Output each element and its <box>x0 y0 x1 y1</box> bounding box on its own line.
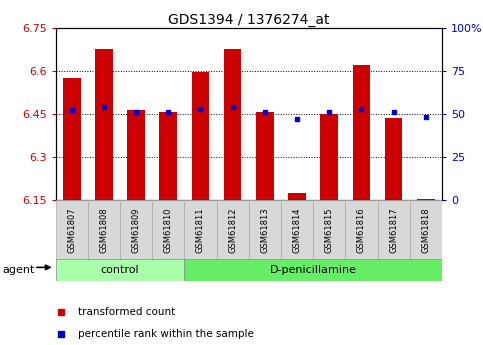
Text: GSM61810: GSM61810 <box>164 208 173 253</box>
Text: GSM61809: GSM61809 <box>131 208 141 253</box>
Bar <box>152 200 185 260</box>
Bar <box>410 200 442 260</box>
Bar <box>320 115 338 200</box>
Bar <box>63 78 81 200</box>
Bar <box>378 200 410 260</box>
Bar <box>120 200 152 260</box>
Bar <box>288 193 306 200</box>
Text: control: control <box>100 265 139 275</box>
Bar <box>95 49 113 200</box>
Text: D-penicillamine: D-penicillamine <box>270 265 356 275</box>
Text: percentile rank within the sample: percentile rank within the sample <box>78 329 254 339</box>
Text: GSM61808: GSM61808 <box>99 207 108 253</box>
Bar <box>224 49 242 200</box>
Bar <box>353 65 370 200</box>
Text: GSM61813: GSM61813 <box>260 207 270 253</box>
Bar <box>345 200 378 260</box>
Bar <box>281 200 313 260</box>
Text: GSM61815: GSM61815 <box>325 208 334 253</box>
Bar <box>216 200 249 260</box>
Bar <box>127 110 145 200</box>
Bar <box>385 118 402 200</box>
Text: GSM61816: GSM61816 <box>357 207 366 253</box>
Bar <box>56 259 185 281</box>
Text: agent: agent <box>2 265 35 275</box>
Text: GSM61812: GSM61812 <box>228 208 237 253</box>
Bar <box>185 259 442 281</box>
Text: GSM61807: GSM61807 <box>67 207 76 253</box>
Bar <box>417 199 435 200</box>
Bar <box>192 72 209 200</box>
Bar <box>56 200 88 260</box>
Bar <box>88 200 120 260</box>
Text: GSM61814: GSM61814 <box>293 208 301 253</box>
Bar <box>159 112 177 200</box>
Bar <box>256 112 274 200</box>
Bar <box>249 200 281 260</box>
Text: GSM61817: GSM61817 <box>389 207 398 253</box>
Bar <box>185 200 216 260</box>
Text: transformed count: transformed count <box>78 307 175 317</box>
Title: GDS1394 / 1376274_at: GDS1394 / 1376274_at <box>168 12 329 27</box>
Text: GSM61811: GSM61811 <box>196 208 205 253</box>
Bar <box>313 200 345 260</box>
Text: GSM61818: GSM61818 <box>421 207 430 253</box>
